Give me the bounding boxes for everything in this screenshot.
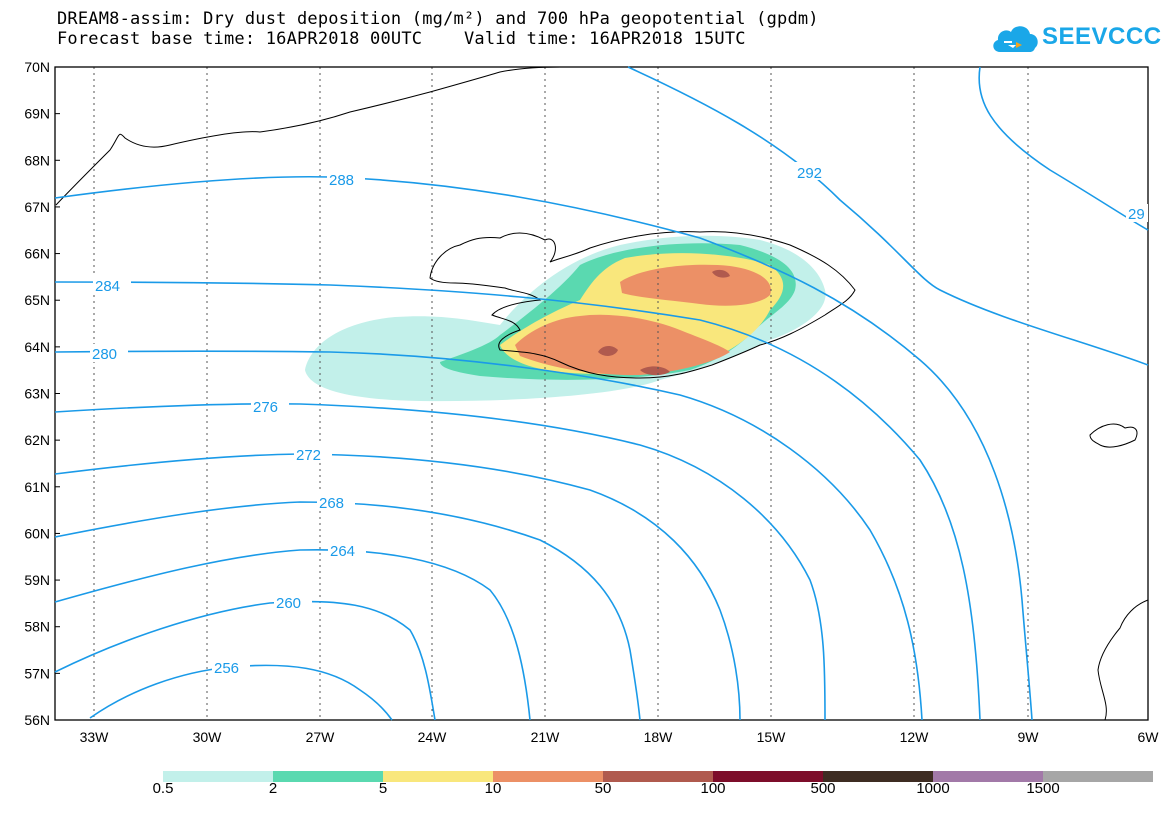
legend-label: 2 bbox=[268, 780, 278, 797]
contour-label: 264 bbox=[330, 543, 355, 560]
legend-label: 100 bbox=[700, 780, 726, 797]
contour-268 bbox=[54, 501, 641, 721]
latitude-label: 63N bbox=[24, 386, 50, 402]
map-subtitle: Forecast base time: 16APR2018 00UTC Vali… bbox=[57, 29, 746, 49]
contour-264 bbox=[54, 548, 531, 721]
contour-label: 272 bbox=[296, 447, 321, 464]
legend-swatch bbox=[603, 771, 713, 782]
longitude-label: 9W bbox=[1018, 729, 1040, 745]
contour-label: 268 bbox=[319, 495, 344, 512]
legend-label: 5 bbox=[378, 780, 388, 797]
longitude-label: 15W bbox=[757, 729, 787, 745]
contour-288 bbox=[54, 175, 1033, 721]
contour-label: 276 bbox=[253, 399, 278, 416]
legend-swatch bbox=[933, 771, 1043, 782]
legend-swatch bbox=[493, 771, 603, 782]
longitude-label: 12W bbox=[900, 729, 930, 745]
longitude-label: 27W bbox=[306, 729, 336, 745]
legend-swatch bbox=[713, 771, 823, 782]
contour-292 bbox=[627, 66, 1149, 366]
legend-label: 0.5 bbox=[152, 780, 174, 797]
greenland-coastline bbox=[55, 66, 561, 206]
geopotential-contours bbox=[54, 66, 1149, 721]
faroe-coastline bbox=[1089, 423, 1138, 448]
latitude-label: 58N bbox=[24, 619, 50, 635]
longitude-label: 21W bbox=[531, 729, 561, 745]
legend-label: 1000 bbox=[916, 780, 950, 797]
cloud-logo-icon bbox=[993, 26, 1038, 52]
dust-deposition-shading bbox=[305, 235, 826, 402]
longitude-label: 6W bbox=[1138, 729, 1160, 745]
latitude-label: 65N bbox=[24, 292, 50, 308]
contour-label: 280 bbox=[92, 346, 117, 363]
map-frame bbox=[54, 66, 1149, 721]
contour-276 bbox=[54, 403, 826, 721]
latitude-label: 56N bbox=[24, 712, 50, 728]
legend-swatch bbox=[1043, 771, 1153, 782]
legend-swatch bbox=[823, 771, 933, 782]
legend-label: 50 bbox=[594, 780, 612, 797]
legend-labels: 0.5 2 5 10 50 100 500 1000 1500 bbox=[0, 780, 1175, 800]
legend-swatch bbox=[383, 771, 493, 782]
latitude-labels: 70N 69N 68N 67N 66N 65N 64N 63N 62N 61N 60N 59N 58N 5… bbox=[24, 59, 60, 728]
legend-swatch bbox=[273, 771, 383, 782]
dust-area-10 bbox=[515, 264, 771, 376]
legend-swatch bbox=[163, 771, 273, 782]
latitude-label: 68N bbox=[24, 152, 50, 168]
contour-272 bbox=[54, 453, 741, 721]
latitude-label: 70N bbox=[24, 59, 50, 75]
seevccc-logo: SEEVCCC bbox=[990, 18, 1170, 62]
longitude-label: 18W bbox=[644, 729, 674, 745]
contour-label: 284 bbox=[95, 278, 120, 295]
latitude-label: 59N bbox=[24, 572, 50, 588]
contour-label: 288 bbox=[329, 172, 354, 189]
contour-284 bbox=[54, 281, 981, 721]
latitude-label: 64N bbox=[24, 339, 50, 355]
logo-text: SEEVCCC bbox=[1042, 23, 1162, 50]
latitude-label: 60N bbox=[24, 525, 50, 541]
scotland-coastline bbox=[1097, 599, 1149, 721]
contour-label: 292 bbox=[797, 165, 822, 182]
contour-260 bbox=[54, 600, 436, 721]
latitude-label: 66N bbox=[24, 246, 50, 262]
legend-colorbar bbox=[163, 771, 1153, 782]
longitude-label: 24W bbox=[418, 729, 448, 745]
longitude-labels: 33W 30W 27W 24W 21W 18W 15W 12W 9W 6W bbox=[80, 729, 1160, 745]
contour-label-group: 292 288 284 280 276 272 268 264 260 256 … bbox=[90, 162, 1148, 677]
latitude-label: 67N bbox=[24, 199, 50, 215]
iceland-coastline bbox=[429, 231, 856, 379]
latitude-label: 62N bbox=[24, 432, 50, 448]
contour-29-east bbox=[978, 66, 1149, 231]
legend-label: 10 bbox=[484, 780, 502, 797]
longitude-label: 30W bbox=[193, 729, 223, 745]
map-title: DREAM8-assim: Dry dust deposition (mg/m²… bbox=[57, 9, 819, 29]
latitude-label: 61N bbox=[24, 479, 50, 495]
coastlines bbox=[55, 66, 1149, 721]
contour-256 bbox=[89, 664, 393, 721]
contour-280 bbox=[54, 350, 923, 721]
latitude-label: 69N bbox=[24, 106, 50, 122]
latitude-label: 57N bbox=[24, 665, 50, 681]
contour-label: 29 bbox=[1128, 206, 1145, 223]
contour-label: 260 bbox=[276, 595, 301, 612]
legend-label: 1500 bbox=[1026, 780, 1060, 797]
contour-label: 256 bbox=[214, 660, 239, 677]
longitude-label: 33W bbox=[80, 729, 110, 745]
map-grid bbox=[93, 67, 1029, 720]
legend-label: 500 bbox=[810, 780, 836, 797]
